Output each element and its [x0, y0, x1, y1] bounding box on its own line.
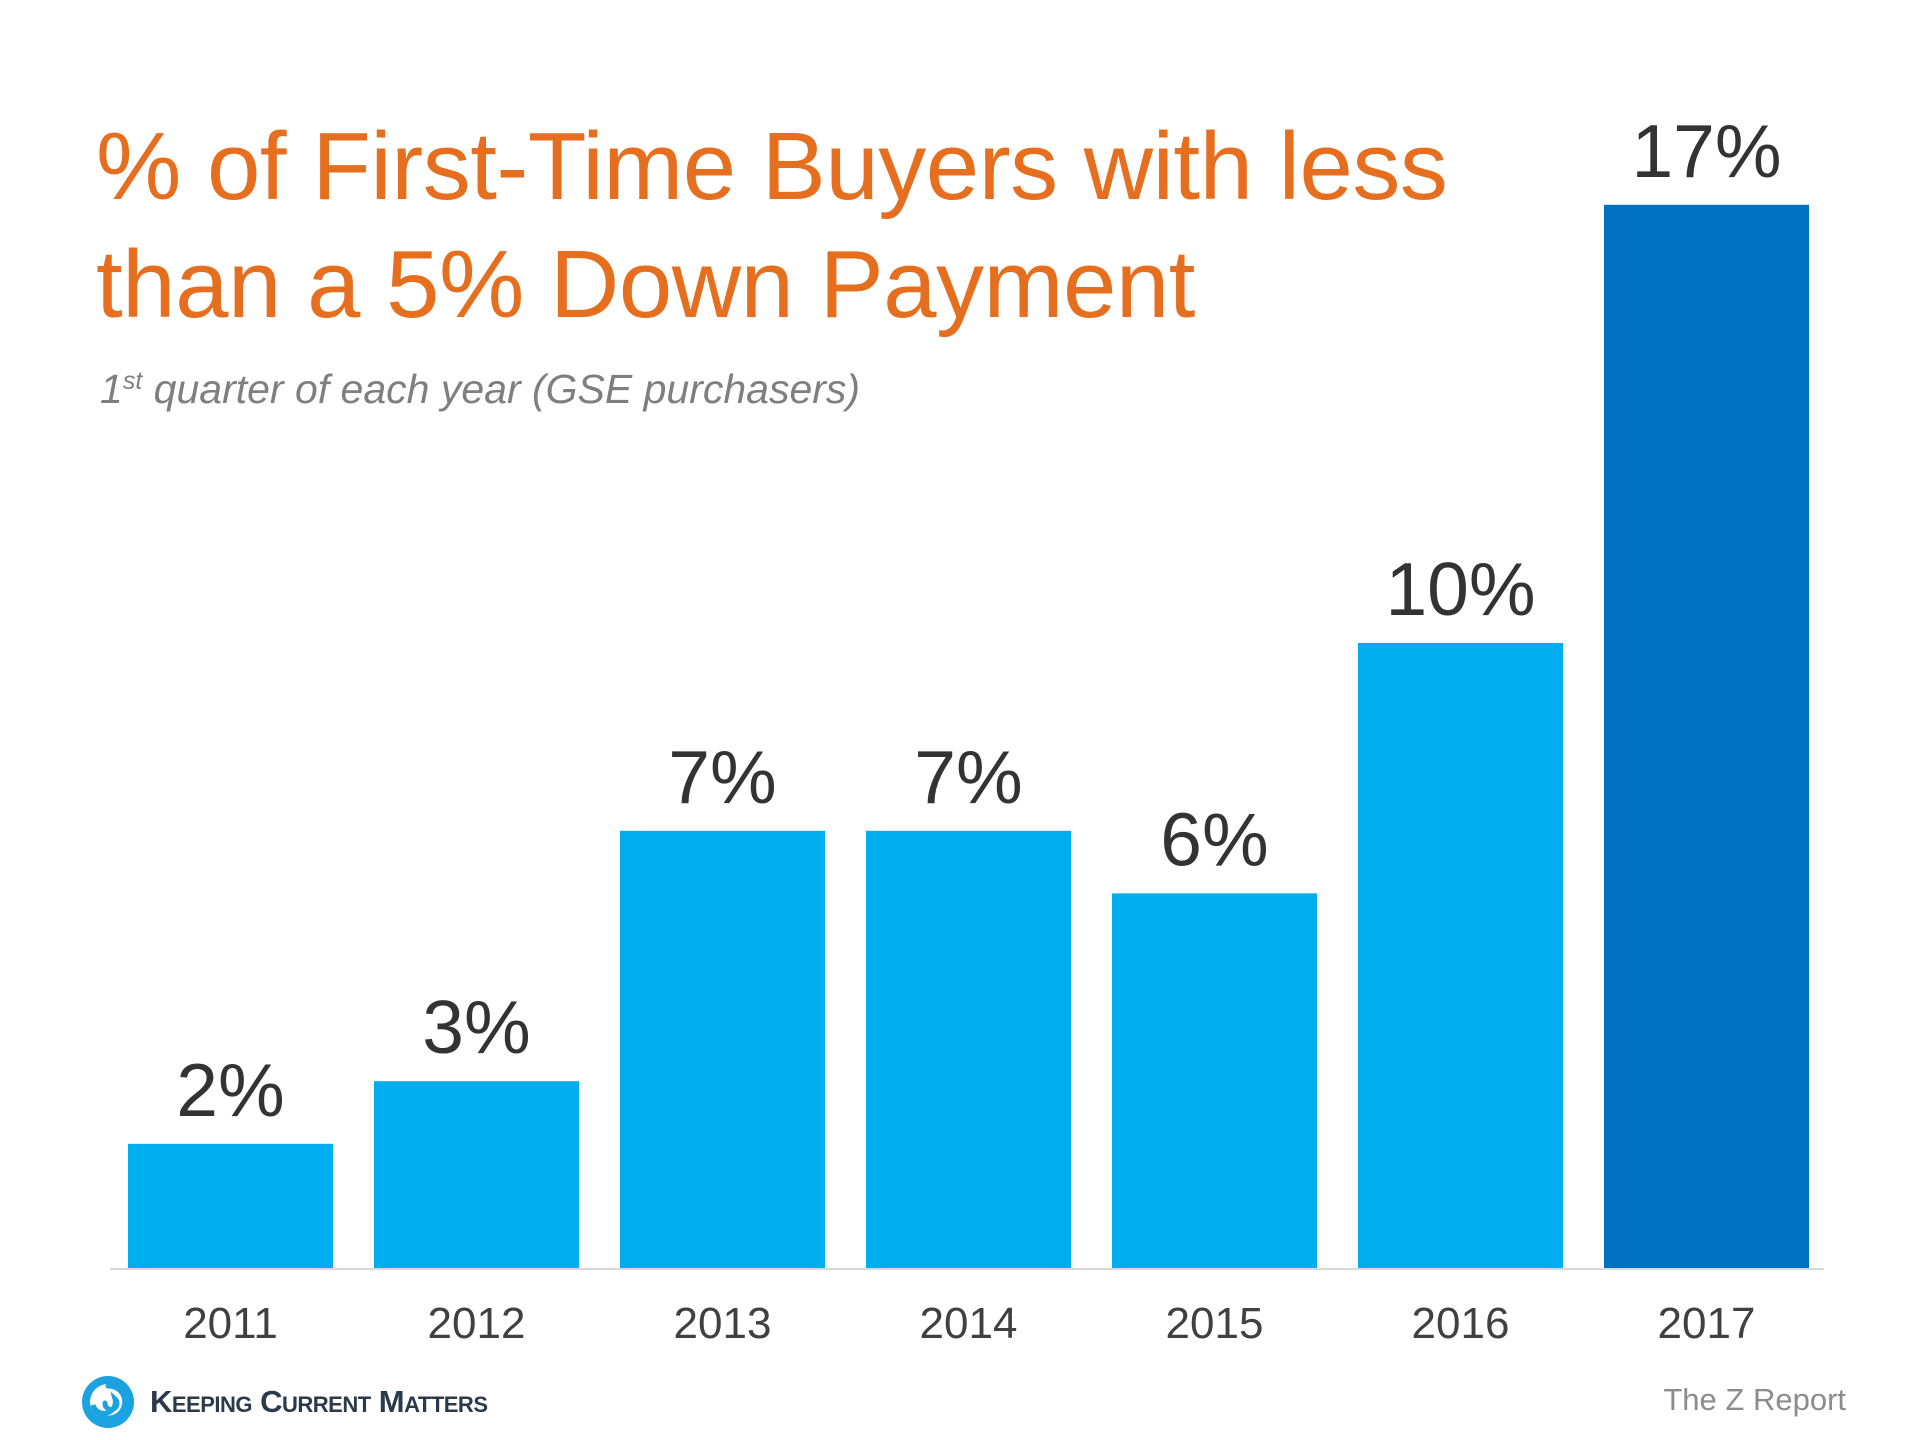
subtitle-prefix: 1	[100, 366, 123, 412]
brand-name: Keeping Current Matters	[150, 1384, 488, 1419]
category-label-2017: 2017	[1658, 1299, 1756, 1348]
bars-group	[128, 204, 1809, 1269]
value-label-2013: 7%	[668, 735, 776, 819]
value-label-2014: 7%	[914, 735, 1022, 819]
category-label-2014: 2014	[920, 1299, 1018, 1348]
category-label-2016: 2016	[1412, 1299, 1510, 1348]
bar-2014	[866, 830, 1071, 1269]
chart-subtitle: 1st quarter of each year (GSE purchasers…	[100, 364, 860, 414]
value-label-2017: 17%	[1631, 109, 1781, 193]
source-credit: The Z Report	[1663, 1382, 1846, 1417]
chart-title: % of First-Time Buyers with less than a …	[96, 113, 1448, 338]
value-label-2015: 6%	[1160, 797, 1268, 881]
brand-logo: Keeping Current Matters	[80, 1374, 488, 1430]
bar-2013	[620, 830, 825, 1269]
swirl-logo-icon	[82, 1376, 134, 1428]
value-label-2016: 10%	[1385, 547, 1535, 631]
bar-2017	[1604, 204, 1809, 1269]
bar-2011	[128, 1143, 333, 1269]
value-label-2011: 2%	[176, 1048, 284, 1132]
subtitle-text: quarter of each year (GSE purchasers)	[142, 366, 861, 412]
value-labels-group: 2% 3% 7% 7% 6% 10% 17%	[176, 109, 1781, 1132]
category-label-2013: 2013	[674, 1299, 772, 1348]
bar-2016	[1358, 643, 1563, 1269]
subtitle-superscript: st	[122, 367, 143, 395]
bar-2015	[1112, 893, 1317, 1269]
category-label-2012: 2012	[428, 1299, 526, 1348]
category-label-2011: 2011	[183, 1299, 278, 1348]
category-labels-group: 2011 2012 2013 2014 2015 2016 2017	[183, 1299, 1755, 1348]
value-label-2012: 3%	[422, 985, 530, 1069]
category-label-2015: 2015	[1166, 1299, 1264, 1348]
bar-2012	[374, 1081, 579, 1269]
